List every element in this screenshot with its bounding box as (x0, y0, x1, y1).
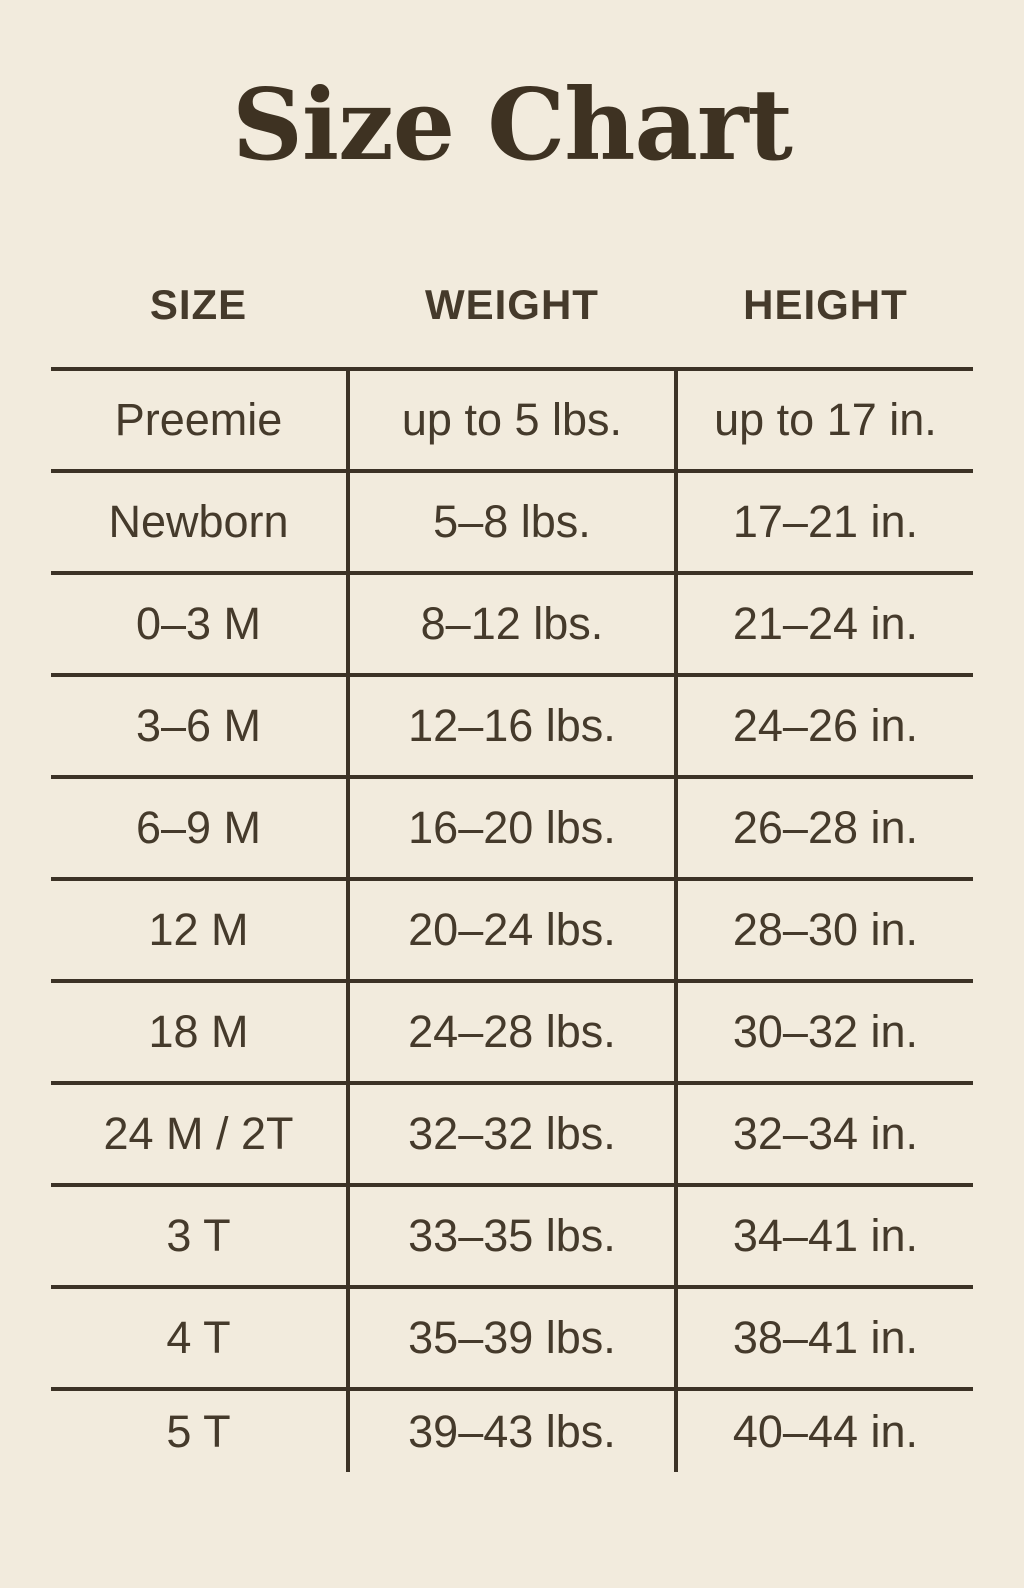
weight-cell: 5–8 lbs. (346, 473, 678, 571)
height-cell: 34–41 in. (732, 1210, 919, 1261)
height-cell: 24–26 in. (732, 700, 919, 751)
size-cell: 24 M / 2T (103, 1108, 294, 1159)
height-cell: 26–28 in. (732, 802, 919, 853)
height-cell: up to 17 in. (714, 394, 937, 445)
column-header-weight: WEIGHT (424, 281, 599, 328)
weight-cell: 24–28 lbs. (346, 983, 678, 1081)
table-row: 3–6 M 12–16 lbs. 24–26 in. (51, 673, 973, 775)
height-cell: 38–41 in. (732, 1312, 919, 1363)
table-header-row: SIZE WEIGHT HEIGHT (51, 237, 973, 367)
table-row: 4 T 35–39 lbs. 38–41 in. (51, 1285, 973, 1387)
table-row: Preemie up to 5 lbs. up to 17 in. (51, 367, 973, 469)
height-cell: 21–24 in. (732, 598, 919, 649)
weight-cell: 33–35 lbs. (346, 1187, 678, 1285)
table-row: 5 T 39–43 lbs. 40–44 in. (51, 1387, 973, 1472)
table-body: Preemie up to 5 lbs. up to 17 in. Newbor… (51, 367, 973, 1472)
height-cell: 17–21 in. (732, 496, 919, 547)
size-cell: 18 M (148, 1006, 249, 1057)
weight-cell: 8–12 lbs. (346, 575, 678, 673)
table-row: 12 M 20–24 lbs. 28–30 in. (51, 877, 973, 979)
height-cell: 28–30 in. (732, 904, 919, 955)
size-cell: 6–9 M (135, 802, 262, 853)
weight-cell: 16–20 lbs. (346, 779, 678, 877)
size-cell: 3 T (166, 1210, 231, 1261)
size-cell: 0–3 M (135, 598, 262, 649)
size-cell: 3–6 M (135, 700, 262, 751)
table-row: 6–9 M 16–20 lbs. 26–28 in. (51, 775, 973, 877)
height-cell: 30–32 in. (732, 1006, 919, 1057)
size-cell: 12 M (148, 904, 249, 955)
table-row: 3 T 33–35 lbs. 34–41 in. (51, 1183, 973, 1285)
column-header-size: SIZE (149, 281, 248, 328)
page-title: Size Chart (232, 68, 793, 183)
weight-cell: 20–24 lbs. (346, 881, 678, 979)
weight-cell: 39–43 lbs. (346, 1391, 678, 1472)
table-row: 18 M 24–28 lbs. 30–32 in. (51, 979, 973, 1081)
weight-cell: 32–32 lbs. (346, 1085, 678, 1183)
table-row: 0–3 M 8–12 lbs. 21–24 in. (51, 571, 973, 673)
size-cell: 5 T (166, 1405, 231, 1457)
table-row: 24 M / 2T 32–32 lbs. 32–34 in. (51, 1081, 973, 1183)
weight-cell: 12–16 lbs. (346, 677, 678, 775)
size-cell: 4 T (166, 1312, 231, 1363)
height-cell: 40–44 in. (732, 1405, 919, 1457)
table-row: Newborn 5–8 lbs. 17–21 in. (51, 469, 973, 571)
size-cell: Newborn (108, 496, 289, 547)
height-cell: 32–34 in. (732, 1108, 919, 1159)
size-chart-table: SIZE WEIGHT HEIGHT Preemie up to 5 lbs. … (51, 237, 973, 1472)
weight-cell: up to 5 lbs. (346, 371, 678, 469)
size-chart-page: Size Chart SIZE WEIGHT HEIGHT Preemie up… (0, 52, 1024, 1472)
column-header-height: HEIGHT (743, 281, 908, 328)
size-cell: Preemie (114, 394, 283, 445)
weight-cell: 35–39 lbs. (346, 1289, 678, 1387)
